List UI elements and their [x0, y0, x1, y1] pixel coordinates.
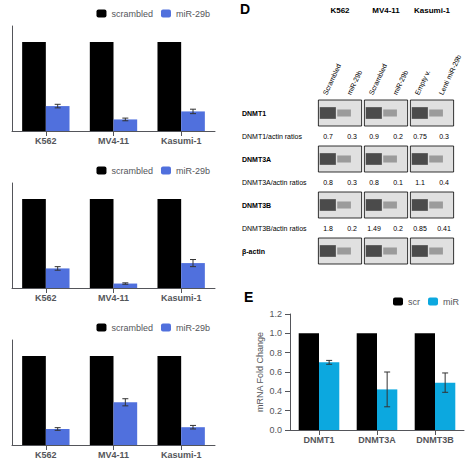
svg-text:D: D	[240, 1, 250, 17]
svg-text:0.85: 0.85	[413, 225, 427, 232]
svg-text:Scrambled: Scrambled	[322, 63, 343, 96]
svg-text:1.8: 1.8	[323, 225, 333, 232]
svg-text:MV4-11: MV4-11	[98, 450, 129, 460]
svg-text:0.2: 0.2	[393, 225, 403, 232]
svg-text:miR-29b: miR-29b	[176, 9, 210, 19]
svg-text:0.1: 0.1	[393, 179, 403, 186]
svg-text:DNMT3B: DNMT3B	[416, 435, 454, 445]
svg-text:miR-29b: miR-29b	[176, 166, 210, 176]
svg-text:0.3: 0.3	[347, 179, 357, 186]
svg-text:Kasumi-1: Kasumi-1	[161, 293, 202, 303]
svg-text:DNMT1: DNMT1	[242, 110, 266, 117]
svg-text:1.0: 1.0	[269, 328, 282, 338]
svg-text:MV4-11: MV4-11	[98, 136, 129, 146]
svg-text:K562: K562	[330, 6, 350, 15]
svg-text:1.2: 1.2	[269, 309, 282, 319]
svg-text:DNMT3A: DNMT3A	[358, 435, 396, 445]
svg-text:DNMT1/actin ratios: DNMT1/actin ratios	[242, 133, 302, 140]
svg-text:0.8: 0.8	[269, 348, 282, 358]
svg-text:0.2: 0.2	[393, 133, 403, 140]
svg-text:0.3: 0.3	[347, 133, 357, 140]
svg-text:scrambled: scrambled	[111, 166, 153, 176]
svg-text:DNMT3A: DNMT3A	[242, 156, 271, 163]
svg-text:DNMT3A/actin ratios: DNMT3A/actin ratios	[242, 179, 307, 186]
svg-text:DNMT1: DNMT1	[304, 435, 335, 445]
svg-text:0.7: 0.7	[323, 133, 333, 140]
svg-text:Scrambled: Scrambled	[368, 63, 389, 96]
svg-text:0.2: 0.2	[347, 225, 357, 232]
svg-text:miR-29b: miR-29b	[346, 69, 364, 96]
svg-text:0.2: 0.2	[269, 406, 282, 416]
svg-text:0.9: 0.9	[369, 133, 379, 140]
svg-text:E: E	[244, 289, 253, 305]
svg-text:MV4-11: MV4-11	[372, 6, 400, 15]
svg-text:1.49: 1.49	[367, 225, 381, 232]
svg-text:scr: scr	[408, 297, 420, 307]
svg-text:Kasumi-1: Kasumi-1	[414, 6, 451, 15]
svg-text:0.75: 0.75	[413, 133, 427, 140]
svg-text:0.4: 0.4	[439, 179, 449, 186]
svg-text:miR-29b: miR-29b	[392, 69, 410, 96]
svg-text:DNMT3B/actin ratios: DNMT3B/actin ratios	[242, 225, 307, 232]
svg-text:0.8: 0.8	[323, 179, 333, 186]
svg-text:Empty v.: Empty v.	[414, 69, 433, 97]
svg-text:Kasumi-1: Kasumi-1	[161, 136, 202, 146]
svg-text:1.1: 1.1	[415, 179, 425, 186]
svg-text:scrambled: scrambled	[111, 323, 153, 333]
svg-text:0.41: 0.41	[437, 225, 451, 232]
svg-text:Kasumi-1: Kasumi-1	[161, 450, 202, 460]
svg-text:K562: K562	[35, 136, 57, 146]
svg-text:MV4-11: MV4-11	[98, 293, 129, 303]
svg-text:K562: K562	[35, 450, 57, 460]
svg-text:mRNA Fold Change: mRNA Fold Change	[255, 332, 265, 412]
svg-text:0.6: 0.6	[269, 367, 282, 377]
svg-text:Lenti miR-29b: Lenti miR-29b	[438, 54, 463, 96]
svg-text:scrambled: scrambled	[111, 9, 153, 19]
svg-text:miR: miR	[443, 297, 459, 307]
svg-text:K562: K562	[35, 293, 57, 303]
svg-text:0.8: 0.8	[369, 179, 379, 186]
svg-text:0.0: 0.0	[269, 425, 282, 435]
svg-text:0.4: 0.4	[269, 386, 282, 396]
svg-text:DNMT3B: DNMT3B	[242, 202, 271, 209]
svg-text:0.3: 0.3	[439, 133, 449, 140]
svg-text:β-actin: β-actin	[242, 248, 265, 256]
svg-text:miR-29b: miR-29b	[176, 323, 210, 333]
